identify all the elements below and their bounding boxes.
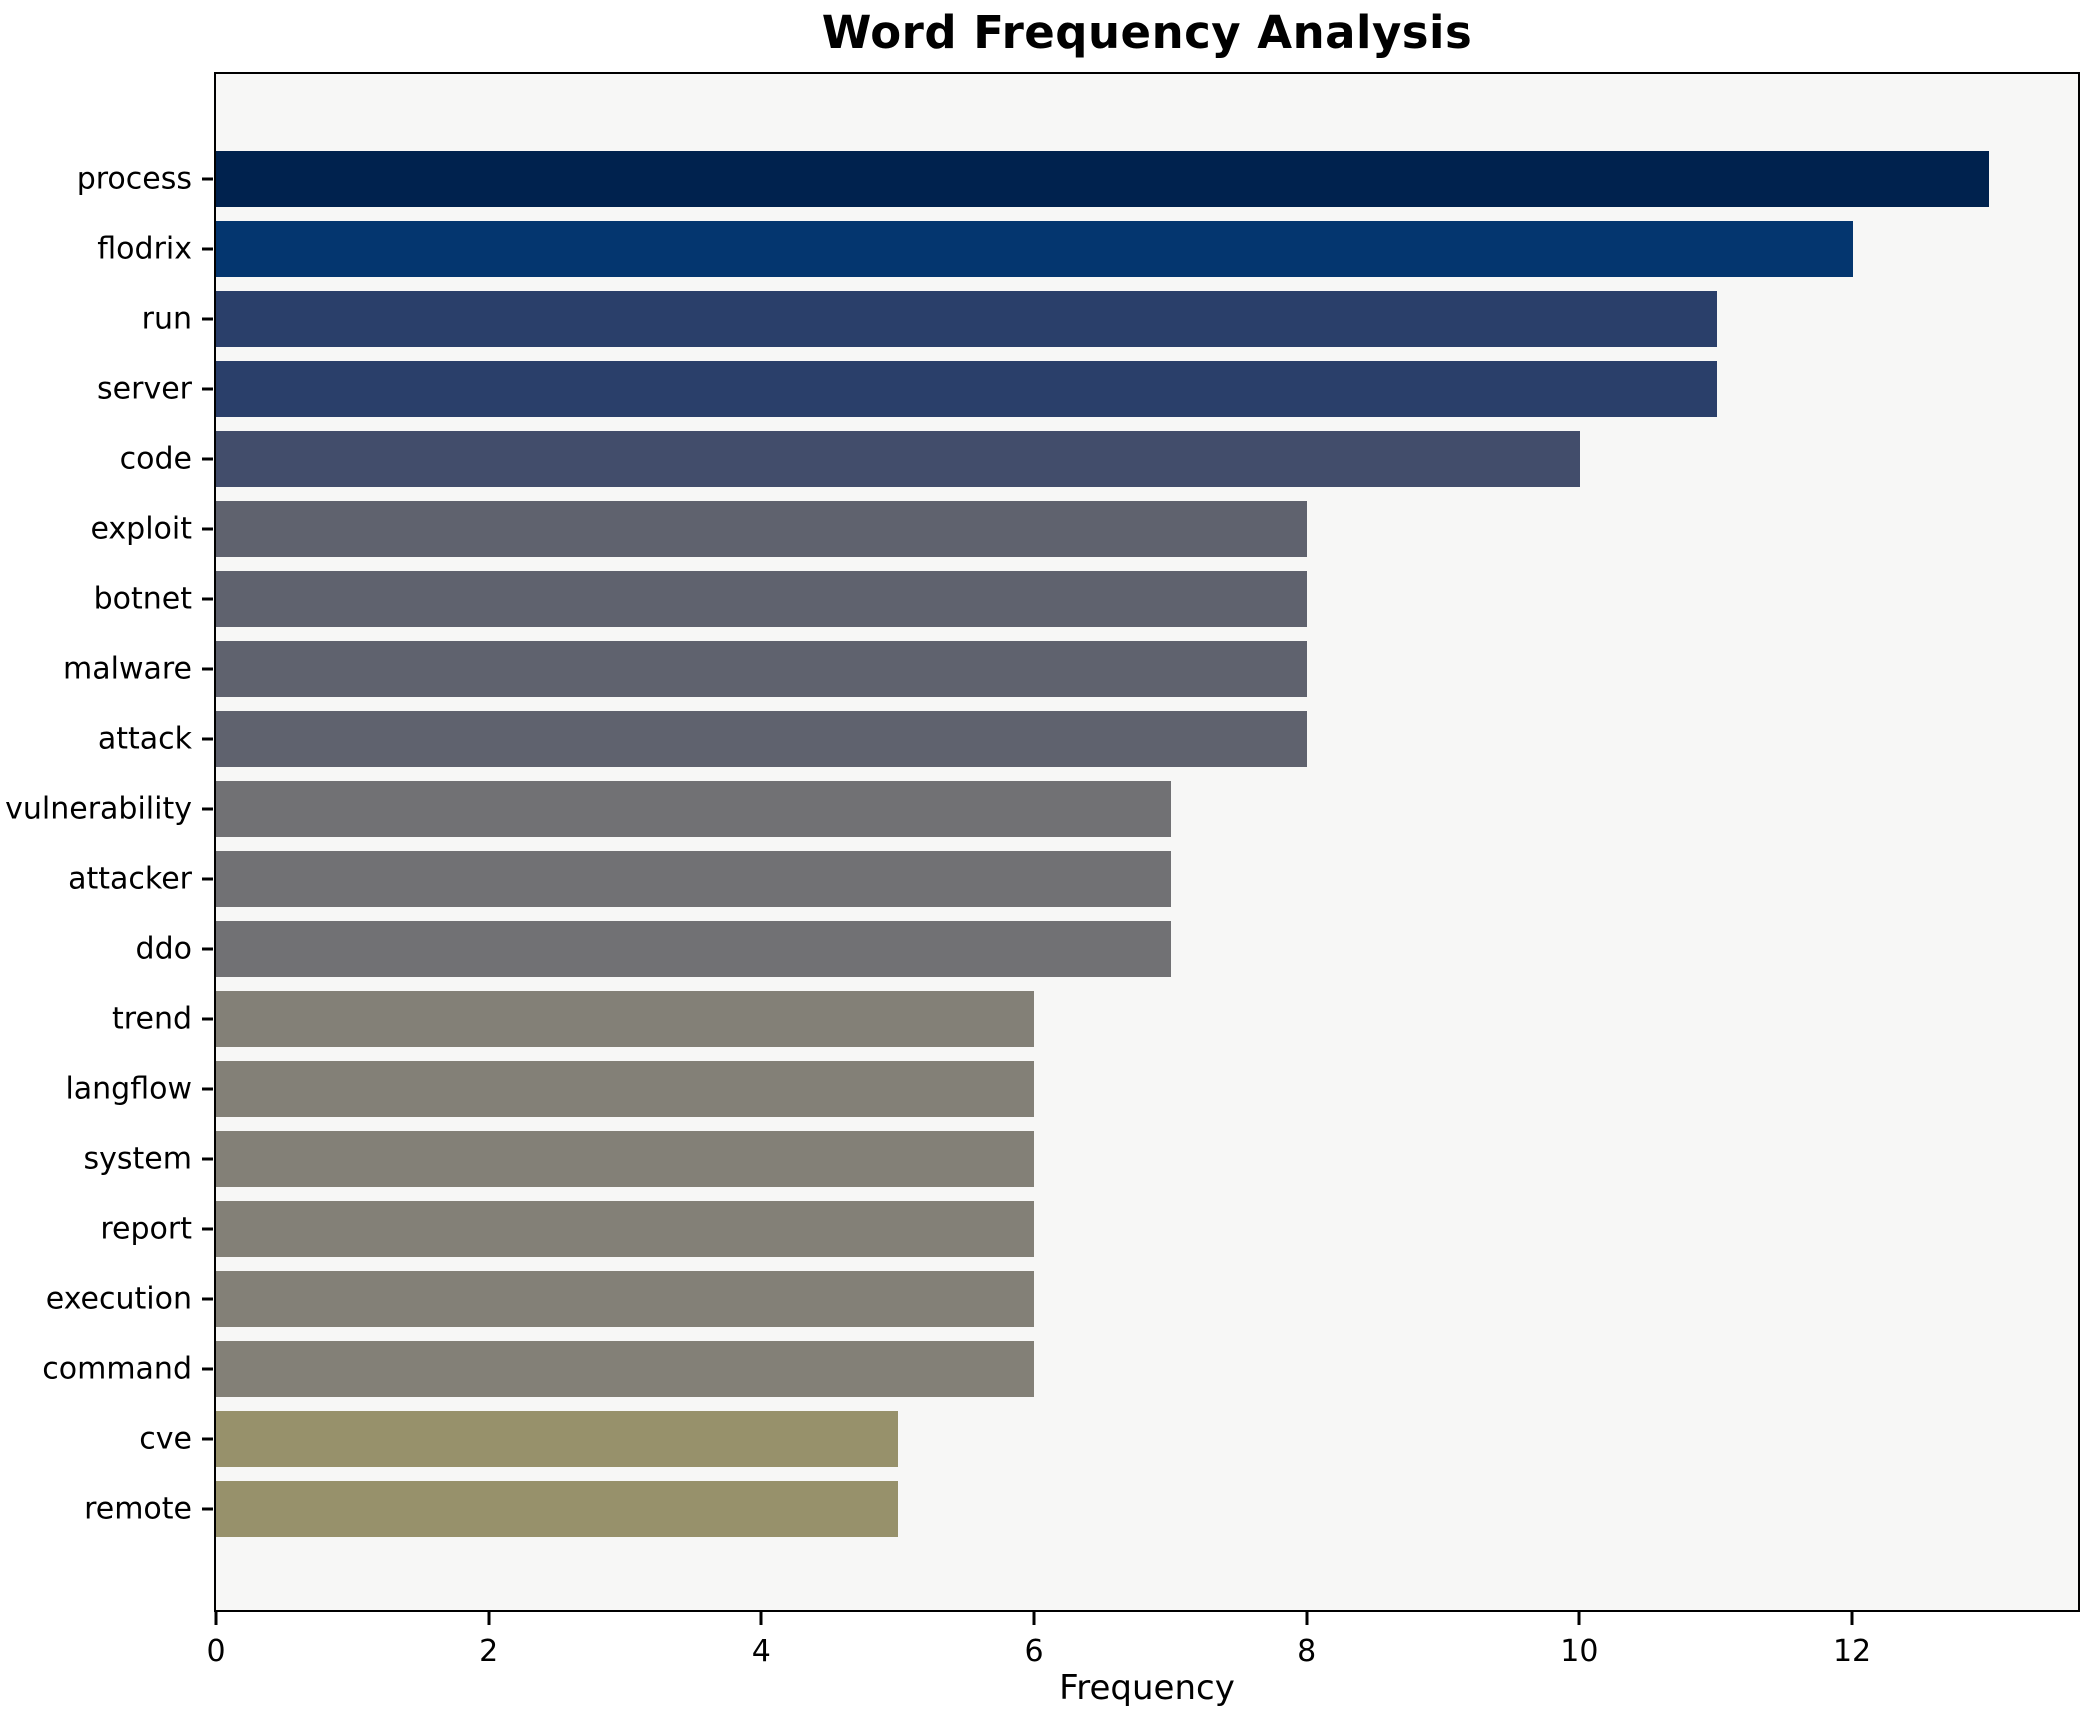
bar-ddo — [216, 921, 1171, 977]
x-tick-label: 10 — [1560, 1634, 1599, 1669]
bar-row: server — [97, 354, 2078, 424]
y-axis-label: remote — [84, 1491, 192, 1527]
bar-exploit — [216, 501, 1308, 557]
y-axis-label: flodrix — [97, 231, 192, 267]
x-tick-label: 4 — [751, 1634, 771, 1669]
y-axis-label: cve — [139, 1421, 192, 1457]
x-tick-label: 8 — [1297, 1634, 1317, 1669]
y-tick-mark — [202, 457, 213, 461]
x-tick-mark — [1305, 1612, 1309, 1625]
y-axis-label: command — [42, 1351, 192, 1387]
y-tick-mark — [202, 1227, 213, 1231]
y-tick-mark — [202, 1507, 213, 1511]
y-axis-label: langflow — [65, 1071, 192, 1107]
y-tick-mark — [202, 1367, 213, 1371]
bar-botnet — [216, 571, 1308, 627]
y-tick-mark — [202, 807, 213, 811]
bar-row: system — [84, 1124, 2078, 1194]
bar-malware — [216, 641, 1308, 697]
bar-vulnerability — [216, 781, 1171, 837]
bar-row: report — [100, 1194, 2078, 1264]
bar-row: langflow — [65, 1054, 2078, 1124]
y-axis-label: execution — [45, 1281, 192, 1317]
x-axis-title: Frequency — [1059, 1668, 1235, 1708]
y-tick-mark — [202, 1087, 213, 1091]
y-axis-label: run — [141, 301, 192, 337]
chart-title: Word Frequency Analysis — [821, 6, 1473, 59]
bar-process — [216, 151, 1990, 207]
bar-attacker — [216, 851, 1171, 907]
bar-trend — [216, 991, 1035, 1047]
bar-row: attack — [98, 704, 2078, 774]
bar-server — [216, 361, 1717, 417]
x-tick-mark — [759, 1612, 763, 1625]
y-tick-mark — [202, 527, 213, 531]
x-tick-mark — [1850, 1612, 1854, 1625]
y-tick-mark — [202, 247, 213, 251]
y-tick-mark — [202, 1437, 213, 1441]
bar-row: command — [42, 1334, 2078, 1404]
bar-run — [216, 291, 1717, 347]
y-tick-mark — [202, 317, 213, 321]
x-tick-mark — [1032, 1612, 1036, 1625]
bar-execution — [216, 1271, 1035, 1327]
bar-row: process — [77, 144, 2078, 214]
x-tick-label: 6 — [1024, 1634, 1044, 1669]
bar-row: remote — [84, 1474, 2078, 1544]
bar-row: ddo — [136, 914, 2078, 984]
y-axis-label: exploit — [90, 511, 192, 547]
bar-langflow — [216, 1061, 1035, 1117]
bar-report — [216, 1201, 1035, 1257]
y-axis-label: botnet — [93, 581, 192, 617]
y-axis-label: malware — [63, 651, 192, 687]
bar-row: code — [120, 424, 2078, 494]
bar-row: execution — [46, 1264, 2078, 1334]
y-axis-label: trend — [112, 1001, 192, 1037]
y-tick-mark — [202, 947, 213, 951]
y-tick-mark — [202, 597, 213, 601]
y-tick-mark — [202, 877, 213, 881]
bar-cve — [216, 1411, 899, 1467]
y-axis-label: attacker — [68, 861, 192, 897]
bar-remote — [216, 1481, 899, 1537]
bar-row: attacker — [68, 844, 2078, 914]
y-axis-label: code — [119, 441, 192, 477]
y-axis-label: vulnerability — [5, 791, 192, 827]
y-axis-label: report — [100, 1211, 192, 1247]
y-axis-label: server — [97, 371, 192, 407]
y-axis-label: attack — [97, 721, 192, 757]
x-tick-label: 0 — [206, 1634, 226, 1669]
y-axis-label: system — [83, 1141, 192, 1177]
y-tick-mark — [202, 1157, 213, 1161]
bar-row: malware — [63, 634, 2078, 704]
y-tick-mark — [202, 667, 213, 671]
y-axis-label: process — [76, 161, 192, 197]
x-tick-label: 12 — [1832, 1634, 1872, 1669]
y-tick-mark — [202, 387, 213, 391]
bar-row: run — [142, 284, 2078, 354]
bar-attack — [216, 711, 1308, 767]
bar-row: trend — [112, 984, 2078, 1054]
bar-row: flodrix — [97, 214, 2078, 284]
bar-row: botnet — [94, 564, 2078, 634]
y-tick-mark — [202, 1017, 213, 1021]
bar-code — [216, 431, 1581, 487]
bar-row: cve — [139, 1404, 2078, 1474]
bar-command — [216, 1341, 1035, 1397]
y-tick-mark — [202, 177, 213, 181]
bar-row: exploit — [90, 494, 2078, 564]
x-tick-mark — [214, 1612, 218, 1625]
bar-system — [216, 1131, 1035, 1187]
y-tick-mark — [202, 1297, 213, 1301]
x-tick-mark — [487, 1612, 491, 1625]
x-tick-mark — [1577, 1612, 1581, 1625]
bar-flodrix — [216, 221, 1853, 277]
x-tick-label: 2 — [479, 1634, 499, 1669]
plot-area: process flodrix run server code exploit botnet… — [5, 72, 2080, 1612]
y-tick-mark — [202, 737, 213, 741]
bar-row: vulnerability — [5, 774, 2078, 844]
y-axis-label: ddo — [135, 931, 192, 967]
